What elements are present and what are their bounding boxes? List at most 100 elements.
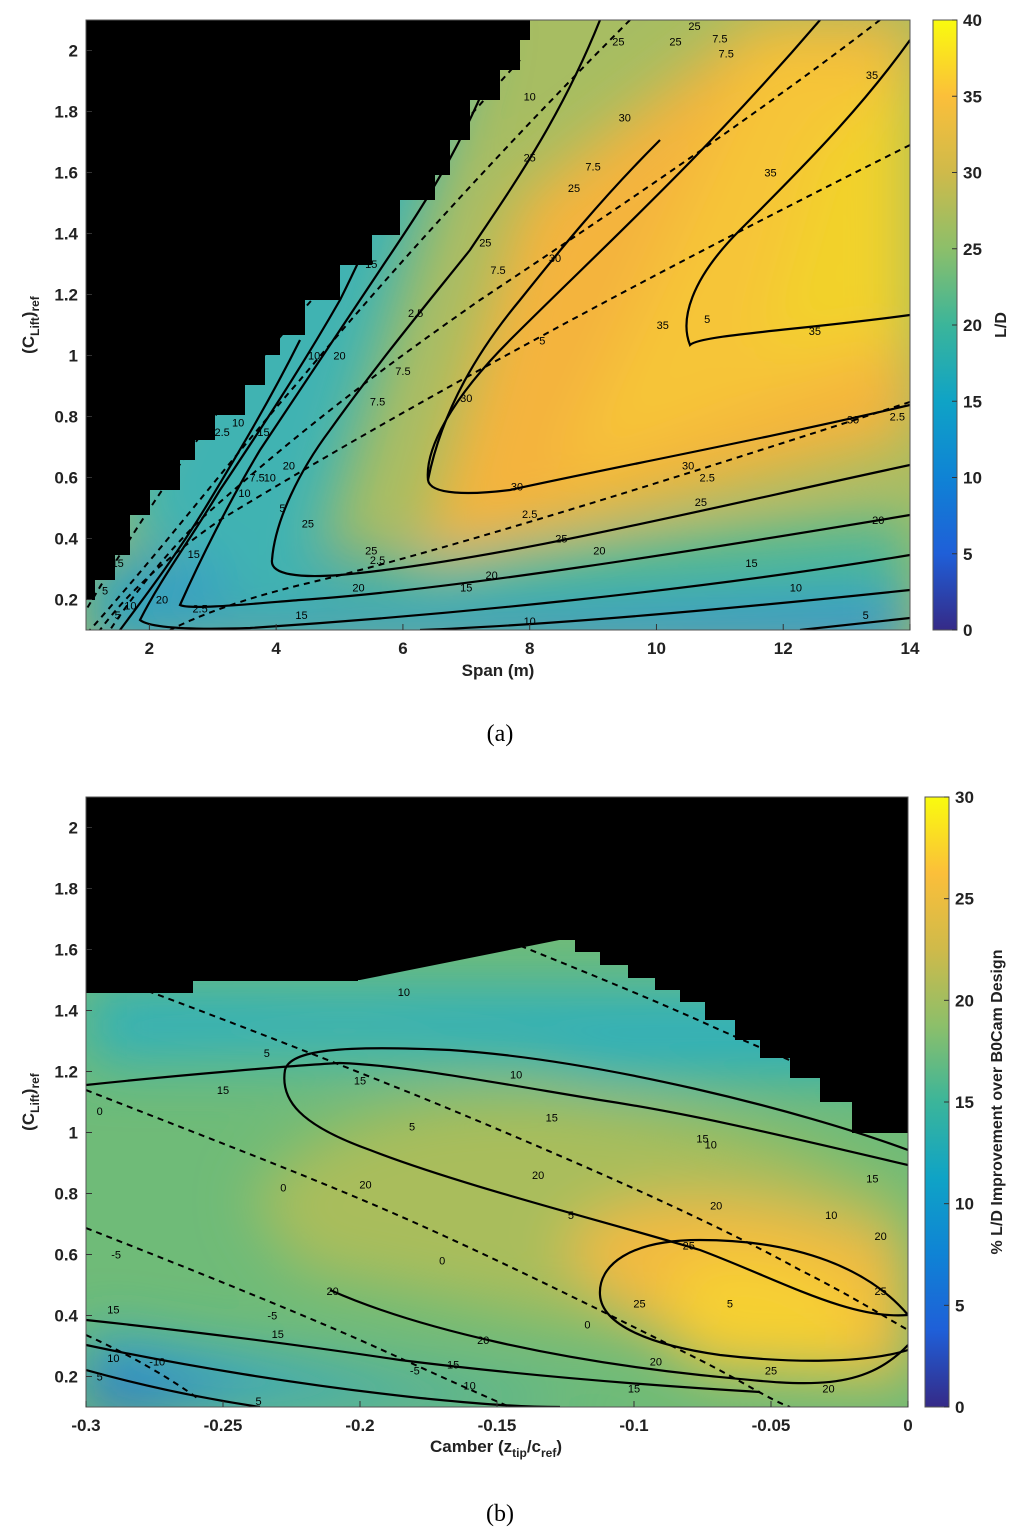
y-tick-label: 1.8 [54,880,78,899]
contour-solid-25 [270,20,910,578]
contour-label: 2.5 [522,509,537,521]
contour-solid-20 [283,1047,908,1317]
colorbar-tick-label: 15 [955,1093,974,1112]
contour-label: 20 [650,1356,662,1368]
contour-label: 10 [359,213,371,225]
x-tick-label: 6 [398,639,407,658]
contour-label: -5 [111,1250,121,1262]
contour-solid-25 [598,1238,908,1362]
panel-b-contour-lines [86,877,908,1407]
contour-solid-10b [119,339,301,630]
x-tick-label: -0.05 [752,1416,791,1435]
contour-label: 15 [295,610,307,622]
contour-label: 25 [365,546,377,558]
contour-label: 7.5 [370,396,385,408]
colorbar-tick-label: 0 [963,621,972,640]
contour-label: 0 [439,1256,445,1268]
contour-label: 20 [359,1179,371,1191]
contour-label: 2.5 [700,473,715,485]
contour-label: 2.5 [192,604,207,616]
contour-label: 15 [866,1173,878,1185]
contour-label: 20 [326,1286,338,1298]
contour-label: 25 [765,1365,777,1377]
contour-label: 25 [683,1240,695,1252]
contour-solid-30a [426,20,910,495]
contour-label: 15 [112,558,124,570]
contour-label: 15 [628,1384,640,1396]
contour-label: 5 [704,314,710,326]
contour-label: 7.5 [585,161,600,173]
contour-label: 10 [308,351,320,363]
contour-label: -10 [149,1356,165,1368]
y-tick-label: 1.2 [54,1063,78,1082]
contour-label: 15 [365,259,377,271]
contour-label: 5 [97,1372,103,1384]
panel-b-x-axis-label: Camber (ztip/cref) [430,1437,562,1460]
contour-solid-20b [329,1288,908,1385]
x-tick-label: 4 [271,639,281,658]
panel-b-caption: (b) [486,1501,514,1527]
contour-label: 25 [479,238,491,250]
contour-label: 15 [327,259,339,271]
contour-label: 10 [107,1353,119,1365]
colorbar-tick-label: 10 [955,1195,974,1214]
contour-label: 10 [398,987,410,999]
y-tick-label: 0.4 [54,1307,78,1326]
panel-b-x-ticks: -0.3 -0.25 -0.2 -0.15 -0.1 -0.05 0 [71,1401,913,1435]
svg-text:(CLift)ref: (CLift)ref [19,295,42,354]
y-tick-label: 0.2 [54,1368,78,1387]
contour-label: 10 [124,601,136,613]
contour-label: 30 [847,415,859,427]
contour-label: 20 [498,39,510,51]
y-tick-label: 1 [69,347,78,366]
contour-solid-35 [685,39,910,347]
colorbar-tick-label: 25 [955,890,974,909]
contour-label: 5 [115,610,121,622]
panel-a [86,20,910,630]
contour-label: 7.5 [395,366,410,378]
svg-text:Camber (ztip/cref): Camber (ztip/cref) [430,1437,562,1460]
contour-label: 7.5 [712,33,727,45]
contour-label: 20 [486,570,498,582]
panel-a-frame [85,19,911,631]
x-tick-label: -0.3 [71,1416,100,1435]
y-tick-label: 1.8 [54,103,78,122]
panel-b-infeasible-region-left [86,797,908,993]
contour-label: 5 [102,585,108,597]
contour-label: 25 [555,534,567,546]
colorbar-tick-label: 10 [963,469,982,488]
contour-solid-15b [86,1318,761,1394]
svg-text:(CLift)ref: (CLift)ref [19,1072,42,1131]
panel-b [86,797,908,1407]
panel-a-x-axis-label: Span (m) [462,661,535,680]
panel-a-colorbar-ticks: 0 5 10 15 20 25 30 35 40 [952,11,982,640]
contour-solid-30b [426,139,661,481]
panel-a-caption: (a) [487,721,514,747]
y-tick-label: 2 [69,819,78,838]
colorbar-tick-label: 35 [963,87,982,106]
contour-label: 2.5 [408,308,423,320]
contour-label: 10 [524,616,536,628]
contour-label: 2.5 [890,412,905,424]
contour-label: 5 [256,1396,262,1408]
contour-label: 0 [280,1182,286,1194]
y-tick-label: 1.6 [54,941,78,960]
y-tick-label: 1.4 [54,1002,78,1021]
x-tick-label: 2 [145,639,154,658]
contour-label: 15 [460,582,472,594]
colorbar-tick-label: 5 [963,545,972,564]
contour-dashed-2-5 [169,401,910,630]
panel-b-y-axis-label: (CLift)ref [19,1072,42,1131]
contour-label: 15 [107,1304,119,1316]
panel-a-infeasible-region [86,20,530,600]
colorbar-tick-label: 15 [963,392,982,411]
colorbar-tick-label: 20 [955,991,974,1010]
contour-label: 10 [524,91,536,103]
y-tick-label: 1 [69,1124,78,1143]
y-tick-label: 0.8 [54,408,78,427]
contour-label: 25 [695,497,707,509]
contour-label: -5 [267,1311,277,1323]
contour-dashed-12-5 [86,59,521,611]
contour-label: 20 [874,1231,886,1243]
contour-dashed-m5 [86,1227,511,1407]
